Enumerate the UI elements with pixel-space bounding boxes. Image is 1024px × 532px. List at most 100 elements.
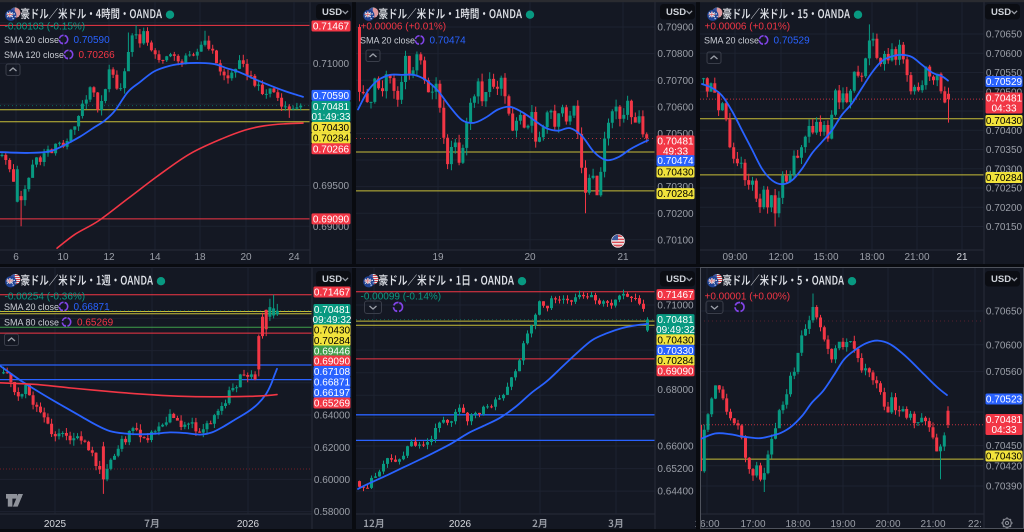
svg-text:24: 24 xyxy=(288,252,300,263)
svg-text:49:33: 49:33 xyxy=(663,146,688,157)
svg-text:0.66871: 0.66871 xyxy=(314,378,351,389)
svg-text:20: 20 xyxy=(240,252,252,263)
svg-text:0.70600: 0.70600 xyxy=(657,102,694,113)
svg-text:0.70481: 0.70481 xyxy=(657,136,694,147)
svg-text:19:00: 19:00 xyxy=(830,519,855,530)
svg-text:04:33: 04:33 xyxy=(991,425,1016,436)
svg-text:0.66000: 0.66000 xyxy=(657,442,694,453)
svg-text:0.70266: 0.70266 xyxy=(79,50,116,61)
svg-text:0.70529: 0.70529 xyxy=(774,35,811,46)
svg-text:0.58000: 0.58000 xyxy=(314,507,351,518)
svg-text:0.70430: 0.70430 xyxy=(313,123,350,134)
svg-text:0.70430: 0.70430 xyxy=(314,326,351,337)
svg-text:USD: USD xyxy=(666,7,686,18)
svg-text:0.70100: 0.70100 xyxy=(657,235,694,246)
svg-text:21:00: 21:00 xyxy=(904,252,929,263)
svg-text:0.71000: 0.71000 xyxy=(657,301,694,312)
svg-text:0.70550: 0.70550 xyxy=(986,68,1023,79)
svg-text:21: 21 xyxy=(617,252,629,263)
svg-text:USD: USD xyxy=(322,274,342,285)
svg-text:09:49:32: 09:49:32 xyxy=(313,315,352,326)
svg-text:0.69000: 0.69000 xyxy=(313,222,350,233)
svg-text:SMA 20 close: SMA 20 close xyxy=(4,35,59,45)
svg-text:0.71000: 0.71000 xyxy=(313,59,350,70)
svg-text:12:00: 12:00 xyxy=(768,252,793,263)
svg-text:10: 10 xyxy=(57,252,69,263)
svg-text:0.70150: 0.70150 xyxy=(986,222,1023,233)
svg-text:0.70900: 0.70900 xyxy=(657,23,694,34)
svg-text:0.71467: 0.71467 xyxy=(313,22,350,33)
svg-text:SMA 80 close: SMA 80 close xyxy=(4,317,59,327)
svg-text:0.70430: 0.70430 xyxy=(657,336,694,347)
svg-text:18:00: 18:00 xyxy=(859,252,884,263)
svg-text:0.70284: 0.70284 xyxy=(314,336,351,347)
svg-text:2026: 2026 xyxy=(449,519,472,530)
svg-text:0.70284: 0.70284 xyxy=(313,134,350,145)
svg-text:SMA 120 close: SMA 120 close xyxy=(4,50,64,60)
svg-text:0.70650: 0.70650 xyxy=(986,30,1023,41)
svg-text:20:00: 20:00 xyxy=(875,519,900,530)
svg-text:0.71467: 0.71467 xyxy=(314,288,351,299)
svg-text:0.70650: 0.70650 xyxy=(986,307,1023,318)
svg-text:20: 20 xyxy=(524,252,536,263)
svg-text:0.70284: 0.70284 xyxy=(657,356,694,367)
svg-text:0.70350: 0.70350 xyxy=(986,145,1023,156)
svg-text:2026: 2026 xyxy=(237,519,260,530)
svg-text:18:00: 18:00 xyxy=(785,519,810,530)
svg-text:15:00: 15:00 xyxy=(813,252,838,263)
svg-text:6: 6 xyxy=(13,252,19,263)
svg-text:0.70200: 0.70200 xyxy=(657,209,694,220)
svg-text:2025: 2025 xyxy=(44,519,67,530)
svg-text:0.68000: 0.68000 xyxy=(657,385,694,396)
svg-text:0.60000: 0.60000 xyxy=(314,475,351,486)
svg-text:22:: 22: xyxy=(968,519,982,530)
svg-text:0.70590: 0.70590 xyxy=(74,35,111,46)
svg-text:0.69090: 0.69090 xyxy=(314,357,351,368)
svg-text:0.70430: 0.70430 xyxy=(986,116,1023,127)
svg-text:0.70420: 0.70420 xyxy=(986,461,1023,472)
svg-text:18: 18 xyxy=(194,252,206,263)
svg-text:0.70284: 0.70284 xyxy=(986,173,1023,184)
svg-text:0.66197: 0.66197 xyxy=(314,388,351,399)
svg-text:USD: USD xyxy=(991,7,1011,18)
svg-text:0.70481: 0.70481 xyxy=(313,102,350,113)
svg-text:0.70266: 0.70266 xyxy=(313,144,350,155)
svg-text:0.70450: 0.70450 xyxy=(986,441,1023,452)
svg-text:0.70250: 0.70250 xyxy=(986,184,1023,195)
svg-text:0.62000: 0.62000 xyxy=(314,443,351,454)
svg-text:0.70200: 0.70200 xyxy=(986,203,1023,214)
svg-text:0.69500: 0.69500 xyxy=(313,181,350,192)
svg-text:SMA 20 close: SMA 20 close xyxy=(704,35,759,45)
svg-text:21:00: 21:00 xyxy=(920,519,945,530)
svg-text:0.71467: 0.71467 xyxy=(657,290,694,301)
svg-text:0.69090: 0.69090 xyxy=(313,215,350,226)
svg-text:0.64000: 0.64000 xyxy=(314,411,351,422)
svg-text:0.70529: 0.70529 xyxy=(986,77,1023,88)
svg-text:0.70590: 0.70590 xyxy=(313,91,350,102)
svg-text:0.70481: 0.70481 xyxy=(986,93,1023,104)
svg-text:0.70474: 0.70474 xyxy=(430,35,467,46)
svg-text:USD: USD xyxy=(322,7,342,18)
svg-text:14: 14 xyxy=(149,252,161,263)
svg-text:+0.00006 (+0.01%): +0.00006 (+0.01%) xyxy=(361,22,447,33)
svg-text:-0.00103 (-0.15%): -0.00103 (-0.15%) xyxy=(5,22,86,33)
svg-text:0.64400: 0.64400 xyxy=(657,487,694,498)
svg-text:0.70600: 0.70600 xyxy=(986,49,1023,60)
svg-text:0.70800: 0.70800 xyxy=(657,49,694,60)
svg-text:0.70284: 0.70284 xyxy=(657,189,694,200)
svg-text:0.69446: 0.69446 xyxy=(314,347,351,358)
svg-text:-0.00099 (-0.14%): -0.00099 (-0.14%) xyxy=(361,292,442,303)
svg-text:0.70700: 0.70700 xyxy=(657,76,694,87)
svg-text:0.70300: 0.70300 xyxy=(657,182,694,193)
svg-text:0.70481: 0.70481 xyxy=(657,315,694,326)
svg-text:0.70474: 0.70474 xyxy=(657,156,694,167)
svg-text:04:33: 04:33 xyxy=(991,103,1016,114)
svg-text:SMA 20 close: SMA 20 close xyxy=(360,35,415,45)
svg-text:09:49:32: 09:49:32 xyxy=(656,325,695,336)
svg-text:SMA 20 close: SMA 20 close xyxy=(4,302,59,312)
svg-text:USD: USD xyxy=(666,274,686,285)
svg-text:0.70481: 0.70481 xyxy=(314,305,351,316)
svg-text:0.70500: 0.70500 xyxy=(657,129,694,140)
svg-text:0.70600: 0.70600 xyxy=(986,340,1023,351)
svg-text:0.65269: 0.65269 xyxy=(77,317,114,328)
